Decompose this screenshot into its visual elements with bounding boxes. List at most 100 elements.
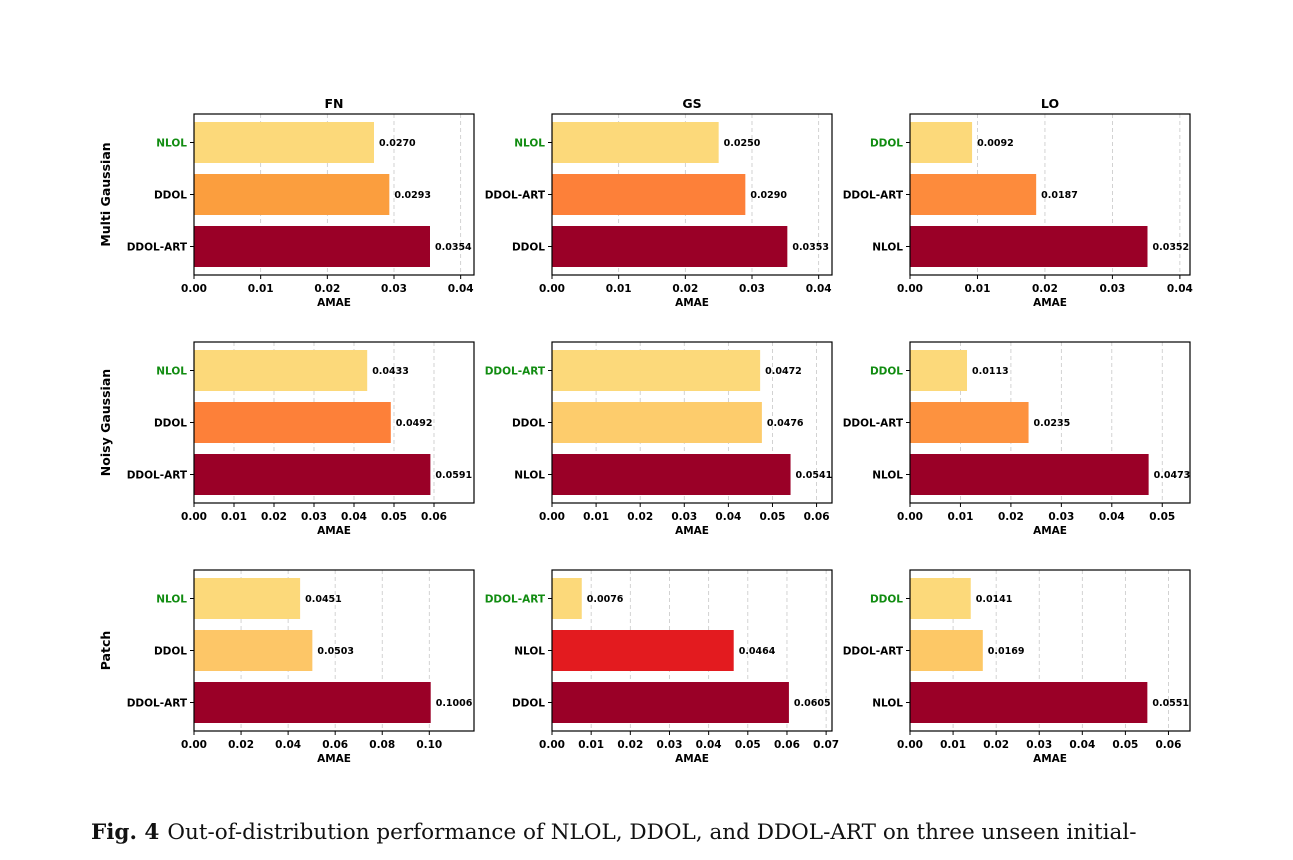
x-axis-label: AMAE (1033, 297, 1067, 309)
x-tick-label: 0.05 (760, 511, 786, 523)
x-tick-label: 0.03 (301, 511, 327, 523)
category-label: NLOL (514, 646, 545, 658)
axes-frame (909, 341, 1191, 504)
caption-text: Out-of-distribution performance of NLOL,… (167, 820, 1137, 845)
value-label: 0.0293 (394, 190, 431, 201)
value-label: 0.0473 (1154, 470, 1191, 481)
x-tick-label: 0.06 (322, 739, 348, 751)
column-title: GS (682, 96, 701, 111)
x-axis-label: AMAE (317, 297, 351, 309)
column-title: FN (324, 96, 343, 111)
value-label: 0.0451 (305, 594, 342, 605)
category-label: DDOL-ART (843, 418, 904, 430)
x-tick-label: 0.02 (617, 739, 643, 751)
bar (552, 226, 788, 267)
x-tick-label: 0.05 (1149, 511, 1175, 523)
category-label: DDOL-ART (127, 698, 188, 710)
x-tick-label: 0.02 (314, 283, 340, 295)
bar (194, 454, 431, 495)
x-tick-label: 0.02 (261, 511, 287, 523)
value-label: 0.0605 (794, 698, 831, 709)
x-tick-label: 0.02 (672, 283, 698, 295)
value-label: 0.0353 (792, 242, 829, 253)
x-tick-label: 0.03 (1099, 283, 1125, 295)
axes-frame (193, 569, 475, 732)
bar (552, 402, 762, 443)
x-tick-label: 0.07 (813, 739, 839, 751)
category-label: DDOL (512, 698, 545, 710)
x-tick-label: 0.01 (583, 511, 609, 523)
x-tick-label: 0.04 (448, 283, 474, 295)
x-tick-label: 0.01 (221, 511, 247, 523)
value-label: 0.0169 (988, 646, 1025, 657)
value-label: 0.0270 (379, 138, 416, 149)
bar (910, 454, 1149, 495)
value-label: 0.0141 (976, 594, 1013, 605)
category-label: DDOL (154, 190, 187, 202)
x-tick-label: 0.00 (539, 739, 565, 751)
x-tick-label: 0.02 (998, 511, 1024, 523)
x-tick-label: 0.03 (657, 739, 683, 751)
category-label: DDOL-ART (127, 242, 188, 254)
row-label: Noisy Gaussian (98, 369, 113, 476)
x-tick-label: 0.04 (715, 511, 741, 523)
value-label: 0.0076 (587, 594, 624, 605)
value-label: 0.0591 (435, 470, 472, 481)
value-label: 0.1006 (436, 698, 473, 709)
caption-label: Fig. 4 (91, 820, 160, 845)
value-label: 0.0464 (739, 646, 776, 657)
value-label: 0.0290 (750, 190, 787, 201)
x-axis-label: AMAE (1033, 753, 1067, 765)
bar (910, 122, 973, 163)
value-label: 0.0250 (724, 138, 761, 149)
value-label: 0.0476 (767, 418, 804, 429)
bar (552, 122, 719, 163)
x-tick-label: 0.01 (947, 511, 973, 523)
x-tick-label: 0.04 (1069, 739, 1095, 751)
category-label: NLOL (156, 594, 187, 606)
bar (910, 174, 1037, 215)
x-tick-label: 0.02 (627, 511, 653, 523)
bar (552, 350, 761, 391)
x-tick-label: 0.00 (539, 511, 565, 523)
figure-caption: Fig. 4 Out-of-distribution performance of… (91, 818, 1206, 848)
category-label: DDOL-ART (485, 190, 546, 202)
x-tick-label: 0.02 (228, 739, 254, 751)
value-label: 0.0492 (396, 418, 433, 429)
category-label: DDOL (154, 646, 187, 658)
bar (194, 350, 368, 391)
bar (552, 454, 791, 495)
category-label: DDOL (870, 138, 903, 150)
category-label: DDOL-ART (843, 646, 904, 658)
bar (194, 682, 431, 723)
category-label: DDOL-ART (485, 594, 546, 606)
x-axis-label: AMAE (675, 297, 709, 309)
value-label: 0.0352 (1152, 242, 1189, 253)
value-label: 0.0113 (972, 366, 1009, 377)
x-tick-label: 0.01 (578, 739, 604, 751)
axes-frame (909, 113, 1191, 276)
x-tick-label: 0.04 (806, 283, 832, 295)
bar (910, 402, 1029, 443)
axes-frame (909, 569, 1191, 732)
bar (910, 350, 968, 391)
value-label: 0.0354 (435, 242, 472, 253)
row-label: Multi Gaussian (98, 142, 113, 246)
x-tick-label: 0.00 (897, 511, 923, 523)
row-label: Patch (98, 631, 113, 671)
value-label: 0.0503 (317, 646, 354, 657)
value-label: 0.0472 (765, 366, 802, 377)
axes-frame (193, 341, 475, 504)
x-tick-label: 0.05 (381, 511, 407, 523)
category-label: DDOL (154, 418, 187, 430)
bar (194, 226, 430, 267)
category-label: DDOL (870, 366, 903, 378)
x-tick-label: 0.00 (897, 283, 923, 295)
bar (194, 122, 374, 163)
x-tick-label: 0.02 (983, 739, 1009, 751)
category-label: DDOL-ART (843, 190, 904, 202)
x-tick-label: 0.00 (539, 283, 565, 295)
axes-frame (551, 569, 833, 732)
x-tick-label: 0.04 (1099, 511, 1125, 523)
x-tick-label: 0.03 (1048, 511, 1074, 523)
